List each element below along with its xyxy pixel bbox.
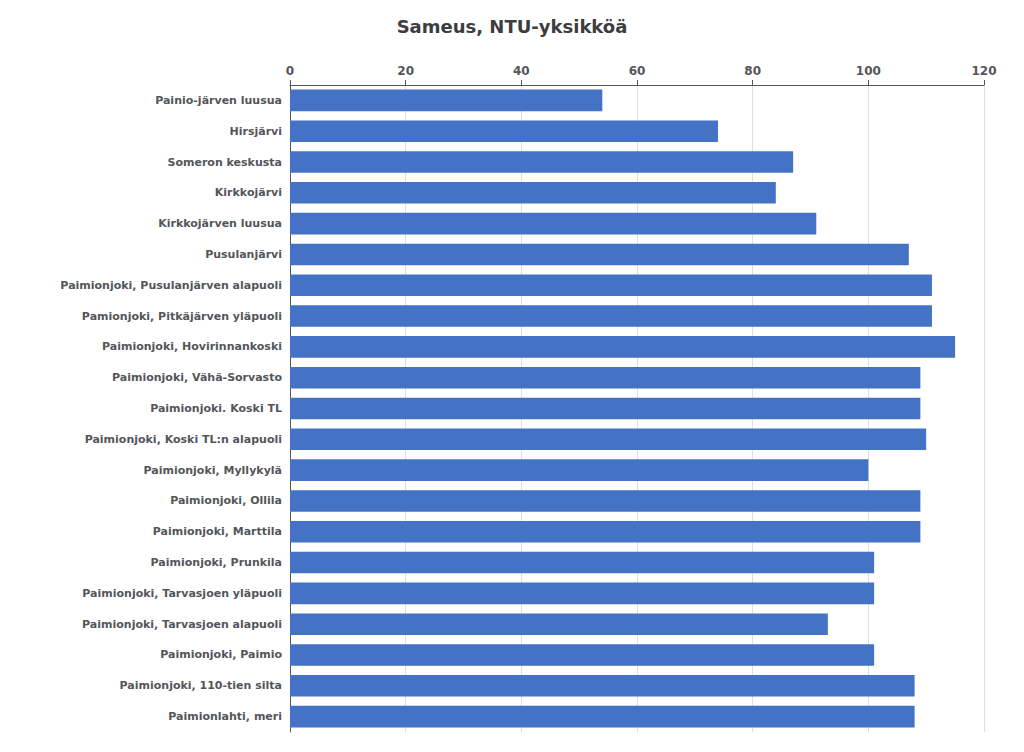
svg-text:Hirsjärvi: Hirsjärvi — [229, 125, 282, 138]
svg-text:Paimionjoki, Marttila: Paimionjoki, Marttila — [153, 525, 282, 538]
svg-text:Pamionjoki, Pitkäjärven yläpuo: Pamionjoki, Pitkäjärven yläpuoli — [82, 310, 282, 323]
svg-text:60: 60 — [629, 64, 646, 78]
svg-text:Paimionjoki, Myllykylä: Paimionjoki, Myllykylä — [143, 464, 282, 477]
svg-text:Paimionjoki, 110-tien silta: Paimionjoki, 110-tien silta — [120, 679, 282, 692]
svg-text:100: 100 — [856, 64, 881, 78]
svg-text:Paimionjoki, Tarvasjoen alapuo: Paimionjoki, Tarvasjoen alapuoli — [82, 618, 282, 631]
svg-text:120: 120 — [971, 64, 996, 78]
svg-text:Paimionjoki. Koski TL: Paimionjoki. Koski TL — [150, 402, 282, 415]
svg-text:Paimionjoki, Tarvasjoen yläpuo: Paimionjoki, Tarvasjoen yläpuoli — [82, 587, 282, 600]
svg-text:Paimionjoki, Pusulanjärven ala: Paimionjoki, Pusulanjärven alapuoli — [60, 279, 282, 292]
svg-text:Paimionjoki, Paimio: Paimionjoki, Paimio — [160, 648, 282, 661]
svg-text:Pusulanjärvi: Pusulanjärvi — [205, 248, 282, 261]
svg-text:Painio-järven luusua: Painio-järven luusua — [155, 94, 282, 107]
svg-text:Paimionjoki, Ollila: Paimionjoki, Ollila — [170, 494, 282, 507]
svg-text:Kirkkojärven luusua: Kirkkojärven luusua — [158, 217, 282, 230]
svg-text:20: 20 — [397, 64, 414, 78]
svg-text:40: 40 — [513, 64, 530, 78]
svg-text:0: 0 — [286, 64, 294, 78]
svg-text:Paimionjoki, Hovirinnankoski: Paimionjoki, Hovirinnankoski — [102, 340, 282, 353]
svg-text:Sameus, NTU-yksikköä: Sameus, NTU-yksikköä — [397, 16, 628, 37]
svg-text:Kirkkojärvi: Kirkkojärvi — [215, 186, 282, 199]
svg-text:Paimionjoki, Vähä-Sorvasto: Paimionjoki, Vähä-Sorvasto — [112, 371, 282, 384]
svg-text:80: 80 — [744, 64, 761, 78]
svg-text:Paimionjoki, Koski TL:n alapuo: Paimionjoki, Koski TL:n alapuoli — [85, 433, 282, 446]
svg-text:Paimionlahti, meri: Paimionlahti, meri — [168, 710, 282, 723]
svg-text:Someron keskusta: Someron keskusta — [168, 156, 282, 169]
svg-text:Paimionjoki, Prunkila: Paimionjoki, Prunkila — [151, 556, 282, 569]
